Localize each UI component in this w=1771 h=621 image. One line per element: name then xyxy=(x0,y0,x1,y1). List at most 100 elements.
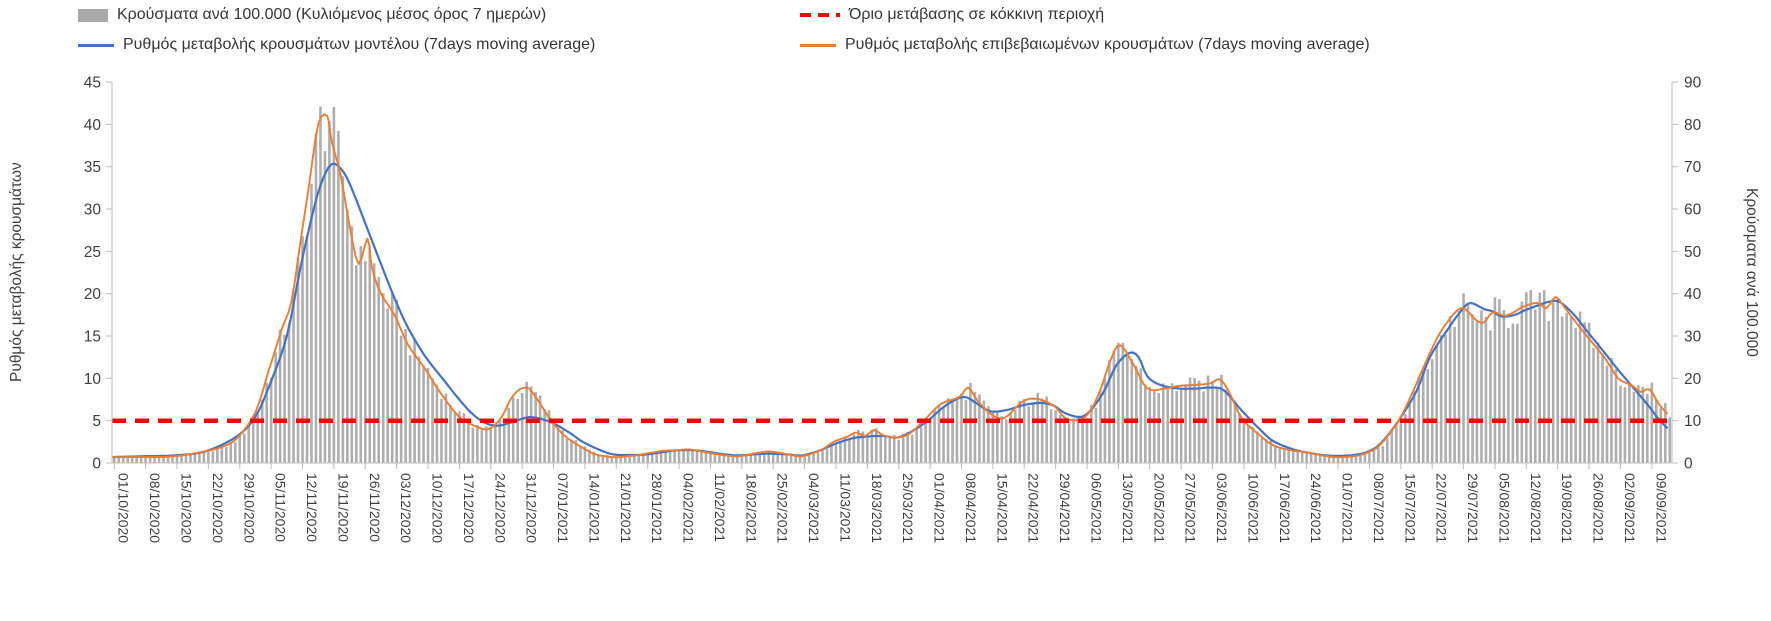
bar xyxy=(1377,447,1380,463)
bar xyxy=(830,444,833,463)
bar xyxy=(1045,396,1048,463)
bar xyxy=(623,456,627,463)
bar xyxy=(875,428,878,463)
bar xyxy=(606,455,609,463)
bar xyxy=(1655,399,1658,463)
bar xyxy=(301,236,304,463)
bar xyxy=(363,260,367,463)
x-tick-label: 07/01/2021 xyxy=(555,473,571,543)
bar xyxy=(220,445,224,463)
legend-item-confirmed-line: Ρυθμός μεταβολής επιβεβαιωμένων κρουσμάτ… xyxy=(800,36,1370,54)
bar xyxy=(1354,456,1358,463)
x-tick-label-group: 01/04/2021 xyxy=(932,473,948,543)
right-tick-label: 70 xyxy=(1684,159,1702,176)
bar xyxy=(1332,457,1335,463)
x-tick-label: 04/02/2021 xyxy=(681,473,697,543)
left-tick-label: 35 xyxy=(84,159,101,176)
model-line xyxy=(111,162,1669,459)
x-tick-label: 02/09/2021 xyxy=(1622,473,1638,543)
chart-legend: Κρούσματα ανά 100.000 (Κυλιόμενος μέσος … xyxy=(0,6,1771,66)
bar xyxy=(1587,322,1591,463)
bar xyxy=(1533,309,1537,463)
legend-item-cases-bars: Κρούσματα ανά 100.000 (Κυλιόμενος μέσος … xyxy=(78,6,546,24)
x-tick-label-group: 03/12/2020 xyxy=(398,473,414,543)
bar xyxy=(476,425,479,463)
bar xyxy=(592,451,596,463)
legend-label-model-line: Ρυθμός μεταβολής κρουσμάτων μοντέλου (7d… xyxy=(123,36,596,53)
bar xyxy=(1336,457,1340,463)
bar xyxy=(377,277,381,463)
bar xyxy=(144,457,147,463)
bar xyxy=(1224,389,1228,463)
x-tick-label: 22/07/2021 xyxy=(1434,473,1450,543)
x-tick-label: 20/05/2021 xyxy=(1151,473,1167,543)
x-tick-label-group: 04/02/2021 xyxy=(681,473,697,543)
bar xyxy=(153,456,156,463)
bar xyxy=(198,452,201,463)
bar xyxy=(395,299,398,463)
x-tick-label: 01/04/2021 xyxy=(932,473,948,543)
bar xyxy=(337,130,340,464)
bar xyxy=(1381,446,1385,463)
bar xyxy=(130,457,134,463)
bar xyxy=(1341,457,1344,463)
bar xyxy=(1646,393,1649,463)
bar xyxy=(1211,382,1214,463)
bar xyxy=(1368,452,1371,463)
bar xyxy=(1444,334,1447,463)
bar xyxy=(355,265,358,463)
bar xyxy=(1614,368,1618,463)
bar xyxy=(1578,311,1582,463)
bar xyxy=(1108,359,1111,463)
bar xyxy=(1013,409,1017,463)
bar xyxy=(328,120,331,463)
x-tick-label: 25/03/2021 xyxy=(900,473,916,543)
bar xyxy=(408,355,412,463)
x-tick-label-group: 25/03/2021 xyxy=(900,473,916,543)
bar xyxy=(534,391,537,463)
bar xyxy=(821,450,824,463)
x-tick-label: 15/10/2020 xyxy=(179,473,195,543)
bar xyxy=(951,400,954,463)
bar xyxy=(973,392,977,463)
x-tick-label-group: 08/07/2021 xyxy=(1371,473,1387,543)
x-tick-label-group: 17/06/2021 xyxy=(1277,473,1293,543)
bar xyxy=(1166,387,1169,463)
x-tick-label-group: 24/06/2021 xyxy=(1308,473,1324,543)
bar xyxy=(193,452,197,463)
bar xyxy=(807,453,811,463)
bar xyxy=(646,452,649,463)
bar xyxy=(121,456,125,463)
confirmed-line xyxy=(112,113,1669,459)
bar xyxy=(1363,453,1367,463)
bar xyxy=(803,456,806,463)
bar xyxy=(516,398,519,463)
x-tick-label: 13/05/2021 xyxy=(1120,473,1136,543)
bar xyxy=(937,406,941,463)
bar xyxy=(1143,385,1147,463)
bar xyxy=(1242,418,1246,463)
bar xyxy=(964,399,968,463)
bar xyxy=(915,429,918,463)
x-tick-label: 11/02/2021 xyxy=(712,473,728,542)
x-tick-label-group: 27/05/2021 xyxy=(1183,473,1199,543)
legend-label-confirmed-line: Ρυθμός μεταβολής επιβεβαιωμένων κρουσμάτ… xyxy=(845,36,1370,53)
bar xyxy=(1287,448,1291,463)
bar xyxy=(1247,424,1250,463)
bar xyxy=(767,451,771,463)
bar xyxy=(489,427,493,463)
bar xyxy=(1439,335,1443,463)
bar xyxy=(117,456,121,463)
bar xyxy=(1018,400,1022,463)
bar xyxy=(982,400,986,463)
bar xyxy=(794,455,797,463)
bar xyxy=(283,335,286,463)
bar xyxy=(740,456,744,463)
bar xyxy=(444,393,448,463)
bar xyxy=(1596,342,1600,463)
x-tick-label: 18/02/2021 xyxy=(743,473,759,543)
bars-series xyxy=(112,106,1672,464)
bar xyxy=(718,455,721,463)
bar xyxy=(207,450,210,463)
bar xyxy=(753,452,757,463)
